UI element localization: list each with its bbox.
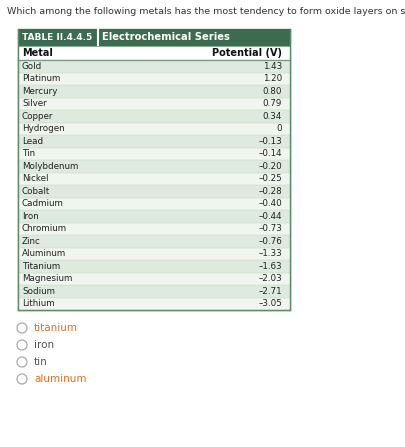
- Text: Chromium: Chromium: [22, 224, 67, 233]
- Text: tin: tin: [34, 357, 48, 367]
- Text: –0.20: –0.20: [258, 162, 282, 171]
- Text: 1.20: 1.20: [263, 74, 282, 83]
- Text: Tin: Tin: [22, 149, 35, 158]
- Text: 0.34: 0.34: [262, 112, 282, 121]
- Text: Which among the following metals has the most tendency to form oxide layers on s: Which among the following metals has the…: [7, 7, 405, 16]
- Text: –0.44: –0.44: [258, 212, 282, 221]
- Text: Cadmium: Cadmium: [22, 199, 64, 208]
- Text: Cobalt: Cobalt: [22, 187, 50, 196]
- Text: Sodium: Sodium: [22, 287, 55, 296]
- Text: iron: iron: [34, 340, 54, 350]
- Bar: [18, 273, 290, 285]
- Text: Lead: Lead: [22, 137, 43, 146]
- Text: –1.63: –1.63: [258, 262, 282, 271]
- Text: –0.76: –0.76: [258, 237, 282, 246]
- Bar: [18, 60, 290, 72]
- Text: Electrochemical Series: Electrochemical Series: [102, 33, 230, 42]
- Bar: [18, 248, 290, 260]
- Bar: [18, 85, 290, 97]
- Text: Aluminum: Aluminum: [22, 249, 66, 258]
- Text: titanium: titanium: [34, 323, 78, 333]
- Text: –0.28: –0.28: [258, 187, 282, 196]
- Text: Hydrogen: Hydrogen: [22, 124, 65, 133]
- Text: Molybdenum: Molybdenum: [22, 162, 79, 171]
- Text: Titanium: Titanium: [22, 262, 60, 271]
- Text: –3.05: –3.05: [258, 299, 282, 308]
- Bar: [18, 97, 290, 110]
- Bar: [18, 185, 290, 198]
- Bar: [18, 148, 290, 160]
- Text: 1.43: 1.43: [263, 62, 282, 71]
- Text: Silver: Silver: [22, 99, 47, 108]
- Bar: [18, 29, 290, 46]
- Bar: [18, 260, 290, 273]
- Bar: [18, 210, 290, 223]
- Bar: [18, 110, 290, 122]
- Text: Gold: Gold: [22, 62, 42, 71]
- Text: aluminum: aluminum: [34, 374, 87, 384]
- Text: Platinum: Platinum: [22, 74, 60, 83]
- Bar: [18, 122, 290, 135]
- Text: –2.03: –2.03: [258, 274, 282, 283]
- Bar: [18, 235, 290, 248]
- Text: Metal: Metal: [22, 48, 53, 58]
- Text: 0.79: 0.79: [262, 99, 282, 108]
- Bar: [18, 198, 290, 210]
- Text: Mercury: Mercury: [22, 87, 58, 96]
- Bar: [18, 46, 290, 60]
- Text: –1.33: –1.33: [258, 249, 282, 258]
- Bar: [18, 72, 290, 85]
- Text: –0.13: –0.13: [258, 137, 282, 146]
- Text: 0: 0: [276, 124, 282, 133]
- Bar: [18, 160, 290, 173]
- Text: –0.14: –0.14: [258, 149, 282, 158]
- Text: –0.40: –0.40: [258, 199, 282, 208]
- Text: Potential (V): Potential (V): [212, 48, 282, 58]
- Text: Zinc: Zinc: [22, 237, 41, 246]
- Text: –0.73: –0.73: [258, 224, 282, 233]
- Bar: [18, 29, 290, 310]
- Bar: [18, 285, 290, 298]
- Text: Nickel: Nickel: [22, 174, 49, 183]
- Text: –0.25: –0.25: [258, 174, 282, 183]
- Text: Lithium: Lithium: [22, 299, 55, 308]
- Bar: [18, 298, 290, 310]
- Text: TABLE II.4.4.5: TABLE II.4.4.5: [22, 33, 92, 42]
- Text: Magnesium: Magnesium: [22, 274, 72, 283]
- Text: 0.80: 0.80: [262, 87, 282, 96]
- Text: –2.71: –2.71: [258, 287, 282, 296]
- Bar: [18, 135, 290, 148]
- Bar: [18, 173, 290, 185]
- Text: Iron: Iron: [22, 212, 39, 221]
- Text: Copper: Copper: [22, 112, 53, 121]
- Bar: [18, 223, 290, 235]
